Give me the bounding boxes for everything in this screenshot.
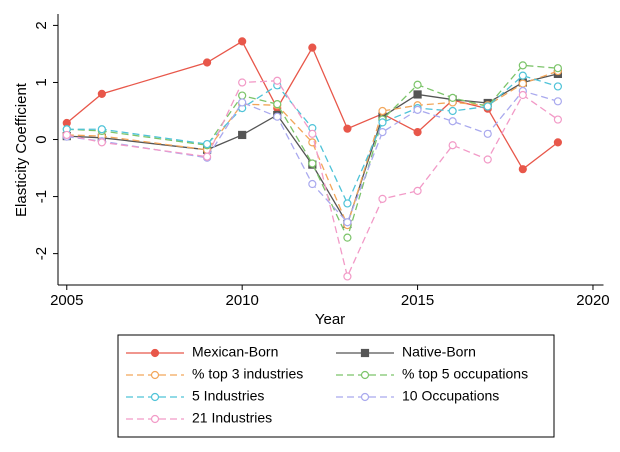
marker bbox=[238, 91, 247, 100]
marker bbox=[343, 124, 352, 133]
marker bbox=[553, 138, 562, 147]
marker bbox=[413, 105, 422, 114]
marker bbox=[378, 194, 387, 203]
marker bbox=[343, 272, 352, 281]
legend-marker bbox=[360, 348, 370, 358]
legend-label: 5 Industries bbox=[192, 388, 264, 404]
marker bbox=[343, 199, 352, 208]
marker bbox=[448, 117, 457, 126]
marker bbox=[238, 98, 247, 107]
marker bbox=[378, 118, 387, 127]
legend-label: Native-Born bbox=[402, 344, 476, 360]
marker bbox=[273, 76, 282, 85]
marker bbox=[553, 97, 562, 106]
series-line bbox=[66, 73, 559, 226]
marker bbox=[413, 186, 422, 195]
series-line bbox=[66, 70, 559, 227]
x-tick-label: 2020 bbox=[576, 292, 609, 309]
marker bbox=[273, 112, 282, 121]
marker bbox=[238, 78, 247, 87]
marker bbox=[483, 129, 492, 138]
marker bbox=[202, 152, 212, 161]
x-tick-label: 2015 bbox=[401, 292, 434, 309]
marker bbox=[97, 138, 106, 147]
marker bbox=[308, 129, 317, 138]
marker bbox=[553, 82, 562, 91]
marker bbox=[448, 93, 457, 102]
legend-label: 10 Occupations bbox=[402, 388, 499, 404]
marker bbox=[273, 100, 282, 109]
y-tick-label: -2 bbox=[33, 247, 50, 260]
marker bbox=[308, 179, 317, 189]
y-tick-label: 0 bbox=[33, 135, 50, 143]
legend-label: Mexican-Born bbox=[192, 344, 278, 360]
marker bbox=[483, 102, 492, 111]
legend-marker bbox=[150, 414, 160, 424]
marker bbox=[413, 127, 422, 137]
marker bbox=[97, 89, 106, 98]
marker bbox=[202, 139, 212, 149]
marker bbox=[413, 90, 422, 99]
marker bbox=[62, 130, 71, 140]
legend-box bbox=[117, 334, 555, 438]
marker bbox=[308, 138, 317, 147]
marker bbox=[413, 80, 422, 89]
x-tick-label: 2010 bbox=[225, 292, 258, 309]
legend-label: 21 Industries bbox=[192, 410, 272, 426]
y-tick-label: -1 bbox=[33, 190, 50, 203]
marker bbox=[518, 61, 527, 70]
marker bbox=[553, 64, 562, 73]
marker bbox=[448, 106, 457, 116]
legend-label: % top 3 industries bbox=[192, 366, 303, 382]
legend-label: % top 5 occupations bbox=[402, 366, 528, 382]
y-tick-label: 2 bbox=[33, 21, 50, 29]
legend: Mexican-Born Native-Born % top 3 industrie… bbox=[126, 344, 528, 426]
x-axis-label: Year bbox=[315, 311, 345, 328]
marker bbox=[308, 159, 317, 168]
marker bbox=[378, 127, 387, 137]
marker bbox=[343, 233, 352, 242]
marker bbox=[483, 155, 492, 164]
marker bbox=[518, 71, 527, 80]
marker bbox=[448, 141, 457, 150]
marker bbox=[518, 79, 527, 88]
marker bbox=[97, 125, 106, 134]
legend-marker bbox=[360, 392, 370, 402]
y-tick-label: 1 bbox=[33, 78, 50, 86]
marker bbox=[378, 106, 387, 116]
y-axis-label: Elasticity Coefficient bbox=[13, 82, 30, 217]
marker bbox=[518, 90, 527, 100]
marker bbox=[308, 43, 317, 52]
marker bbox=[238, 37, 247, 46]
marker bbox=[238, 130, 247, 140]
marker bbox=[202, 58, 212, 67]
legend-marker bbox=[150, 392, 160, 402]
legend-marker bbox=[150, 348, 160, 358]
legend-marker bbox=[150, 370, 160, 380]
marker bbox=[518, 165, 527, 174]
series-line bbox=[66, 64, 558, 240]
legend-marker bbox=[360, 370, 370, 380]
x-tick-label: 2005 bbox=[50, 292, 83, 309]
marker bbox=[553, 115, 562, 124]
marker bbox=[343, 218, 352, 227]
